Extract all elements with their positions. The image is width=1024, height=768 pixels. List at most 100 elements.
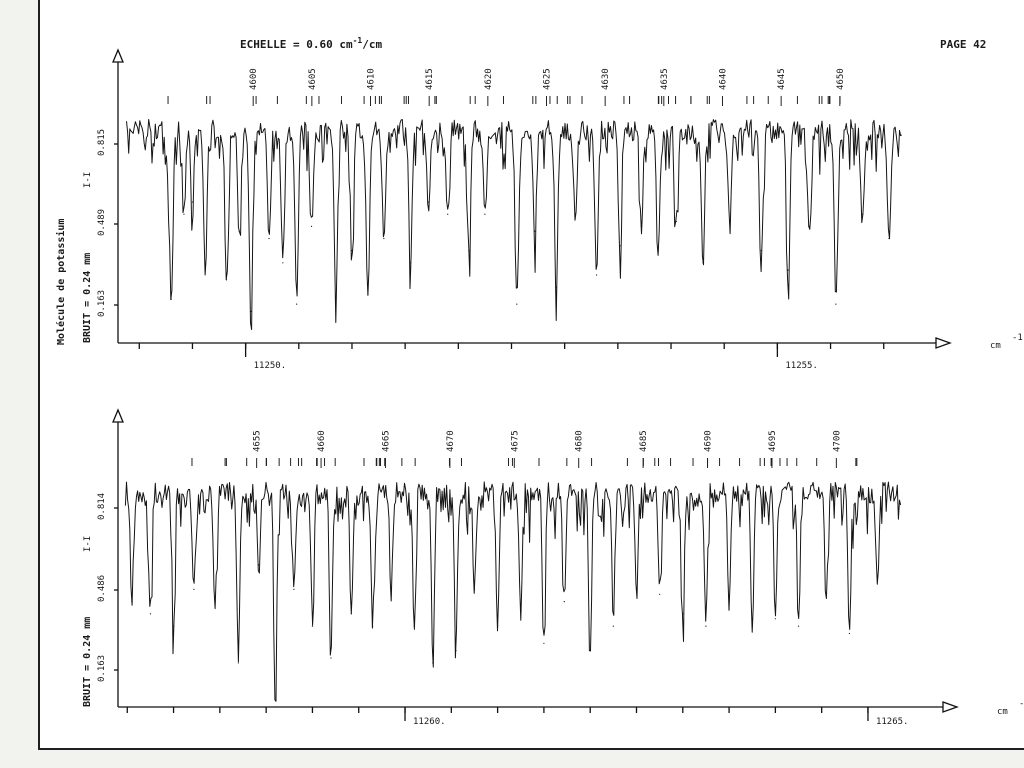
line-number-label: 4615: [425, 68, 435, 90]
absorption-line-point: [350, 613, 352, 615]
line-number-label: 4650: [836, 68, 846, 90]
line-number-label: 4675: [510, 430, 520, 452]
x-tick-label: 11250.: [254, 361, 287, 371]
absorption-line-point: [835, 303, 837, 305]
absorption-line-point: [413, 625, 415, 627]
absorption-line-point: [808, 225, 810, 227]
absorption-line-point: [640, 225, 642, 227]
absorption-line-point: [225, 279, 228, 281]
spectrum-panels: cm -1 0.815 0.489 0.163 I-I BRUIT = 0.24 mm 112…: [82, 48, 1024, 727]
absorption-line-point: [589, 650, 591, 652]
absorption-line-point: [774, 618, 776, 620]
absorption-line-point: [751, 625, 753, 627]
line-number-label: 4685: [639, 430, 649, 452]
absorption-line-point: [888, 237, 890, 240]
absorption-line-point: [876, 576, 878, 578]
y-axis-arrow: [112, 408, 124, 423]
absorption-line-point: [409, 262, 412, 264]
absorption-line-point: [330, 657, 332, 659]
absorption-line-point: [516, 303, 518, 305]
absorption-line-point: [238, 230, 240, 232]
line-number-label: 4630: [601, 68, 611, 90]
absorption-line-point: [659, 593, 661, 595]
y-tick-label: 0.489: [97, 209, 107, 236]
noise-label: BRUIT = 0.24 mm: [82, 253, 93, 343]
absorption-line-point: [311, 625, 314, 627]
absorption-line-point: [204, 269, 206, 271]
scale-label: ECHELLE = 0.60 cm-1/cm: [240, 36, 382, 51]
intensity-symbol: I-I: [83, 172, 93, 188]
x-axis-label: cm: [997, 707, 1008, 717]
noise-label: BRUIT = 0.24 mm: [82, 617, 93, 707]
absorption-line-point: [214, 601, 216, 603]
y-tick-label: 0.486: [97, 575, 107, 602]
spectrum-panel-2: cm -1 0.814 0.486 0.163 I-I BRUIT = 0.24 mm 112…: [82, 408, 1024, 727]
absorption-line-point: [657, 250, 659, 252]
absorption-line-point: [427, 201, 430, 203]
absorption-line-point: [563, 601, 565, 603]
spectrum-trace: [124, 481, 902, 702]
x-axis-arrow: [942, 701, 959, 713]
absorption-line-point: [282, 262, 284, 264]
x-axis-label-exponent: -1: [1012, 333, 1023, 343]
line-number-label: 4655: [253, 430, 263, 452]
line-number-label: 4610: [367, 68, 377, 90]
line-number-label: 4625: [543, 68, 553, 90]
x-axis-label-exponent: -1: [1019, 699, 1024, 709]
line-number-label: 4640: [718, 68, 728, 90]
absorption-line-point: [619, 245, 621, 247]
line-number-label: 4660: [317, 430, 327, 452]
absorption-line-point: [268, 237, 270, 240]
line-number-label: 4600: [249, 68, 259, 90]
line-number-label: 4635: [660, 68, 670, 90]
line-number-label: 4645: [777, 68, 787, 90]
absorption-line-point: [296, 303, 298, 305]
absorption-line-point: [237, 662, 239, 664]
x-tick-label: 11265.: [876, 717, 909, 727]
line-number-label: 4670: [446, 430, 456, 452]
absorption-line-point: [468, 250, 470, 252]
absorption-line-point: [787, 269, 789, 271]
line-number-label: 4680: [575, 430, 585, 452]
line-number-label: 4695: [768, 430, 778, 452]
absorption-line-point: [728, 608, 730, 610]
absorption-line-point: [149, 613, 152, 615]
absorption-line-point: [193, 588, 195, 591]
absorption-line-point: [595, 274, 598, 276]
spectrum-trace: [126, 119, 902, 330]
y-axis-arrow: [112, 48, 124, 63]
absorption-line-point: [250, 310, 252, 313]
molecule-label: Molécule de potassium: [55, 219, 67, 345]
x-tick-label: 11255.: [785, 361, 818, 371]
absorption-line-point: [682, 613, 684, 615]
absorption-line-point: [170, 298, 172, 300]
intensity-symbol: I-I: [83, 536, 93, 552]
x-tick-label: 11260.: [413, 717, 446, 727]
absorption-line-point: [635, 588, 638, 591]
absorption-line-point: [172, 625, 175, 627]
absorption-line-point: [675, 220, 677, 223]
line-number-label: 4605: [308, 68, 318, 90]
absorption-line-point: [702, 262, 704, 264]
line-number-label: 4690: [704, 430, 714, 452]
absorption-line-point: [367, 293, 369, 295]
absorption-line-point: [543, 642, 545, 644]
absorption-line-point: [274, 706, 276, 708]
absorption-line-point: [258, 564, 260, 566]
absorption-line-point: [372, 625, 374, 627]
y-tick-label: 0.814: [97, 493, 107, 520]
absorption-line-point: [534, 230, 536, 232]
absorption-line-point: [447, 213, 449, 215]
x-axis-label: cm: [990, 341, 1001, 351]
y-tick-label: 0.163: [97, 655, 107, 682]
absorption-line-point: [484, 213, 486, 215]
absorption-line-point: [191, 201, 194, 203]
absorption-line-point: [520, 608, 522, 610]
y-tick-label: 0.815: [97, 129, 107, 156]
absorption-line-point: [760, 250, 763, 252]
x-axis-arrow: [935, 337, 952, 349]
absorption-line-point: [861, 213, 864, 215]
absorption-line-point: [455, 650, 457, 652]
absorption-line-point: [432, 662, 434, 664]
